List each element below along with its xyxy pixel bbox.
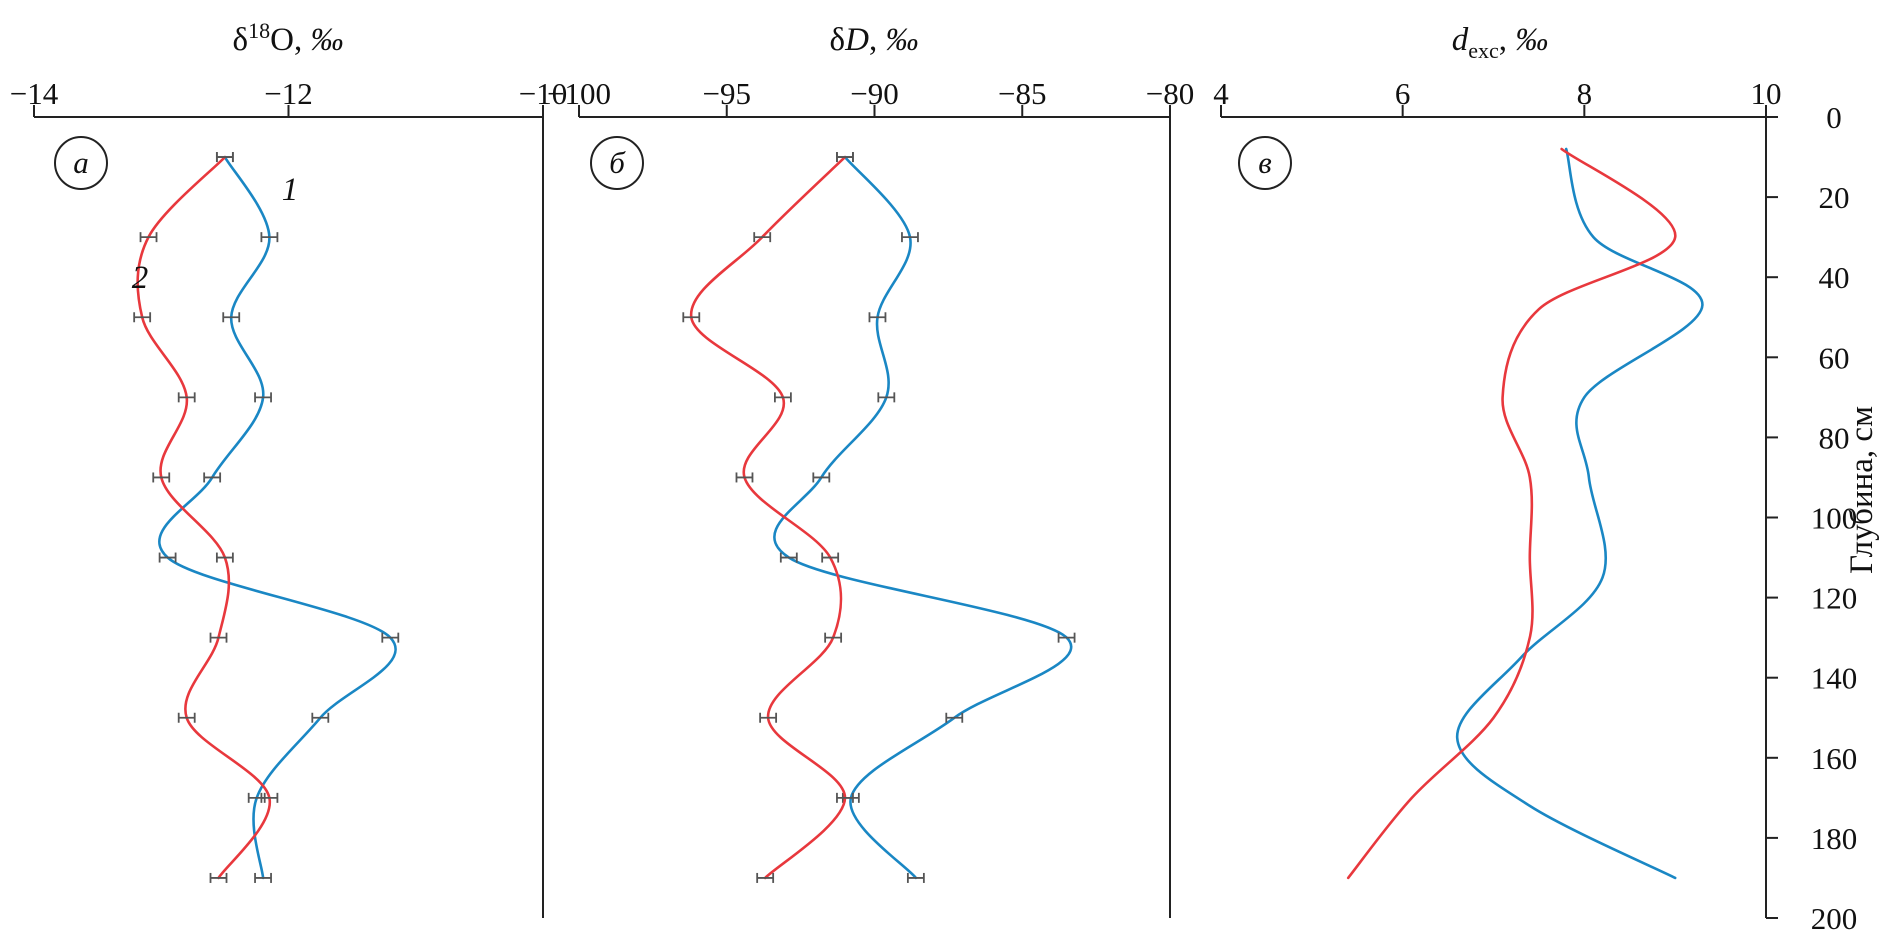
data-point — [735, 472, 754, 483]
x-axis-title: dexc, ‰ — [1452, 22, 1549, 63]
x-tick-label: 4 — [1213, 76, 1229, 111]
data-point — [812, 472, 831, 483]
data-point — [139, 232, 158, 243]
x-tick-label: −100 — [547, 76, 611, 111]
y-tick-label: 140 — [1811, 661, 1858, 696]
x-axis-title-unit: ‰ — [885, 22, 918, 58]
x-axis-title-main: δ — [233, 22, 249, 58]
y-tick-label: 180 — [1811, 821, 1858, 856]
series-line-1 — [689, 155, 847, 880]
data-point — [836, 792, 854, 803]
x-tick-label: 6 — [1395, 76, 1411, 111]
data-point — [877, 392, 896, 403]
data-point — [381, 632, 400, 643]
series-line-0 — [158, 155, 397, 880]
panel-a: −14 −12 −10 δ18O, ‰ а 1 2 — [10, 18, 567, 918]
data-point — [260, 232, 279, 243]
x-axis-title-sub: exc — [1468, 38, 1499, 63]
data-point — [203, 472, 222, 483]
x-axis-title-sup: 18 — [248, 18, 270, 43]
panel-b: −100 −95 −90 −85 −80 δD, ‰ б — [547, 22, 1194, 918]
data-point — [254, 392, 272, 403]
data-point — [215, 152, 234, 163]
y-tick-label: 160 — [1811, 741, 1858, 776]
data-point — [759, 712, 778, 723]
y-tick-label: 20 — [1819, 180, 1850, 215]
x-axis-title-italic: D — [844, 22, 869, 58]
series-line-0 — [773, 155, 1073, 880]
data-point — [773, 392, 792, 403]
data-point — [753, 232, 772, 243]
data-point — [868, 312, 887, 323]
data-point — [215, 552, 234, 563]
data-point — [152, 472, 171, 483]
panel-letter: а — [73, 145, 89, 180]
data-point — [158, 552, 177, 563]
data-point — [254, 872, 272, 883]
x-tick-label: −90 — [850, 76, 898, 111]
x-tick-label: −85 — [998, 76, 1046, 111]
x-tick-label: −12 — [264, 76, 312, 111]
x-tick-label: 8 — [1577, 76, 1593, 111]
x-tick-label: 10 — [1751, 76, 1782, 111]
x-axis-title: δ18O, ‰ — [233, 18, 344, 58]
y-tick-label: 80 — [1819, 420, 1850, 455]
y-tick-label: 120 — [1811, 581, 1858, 616]
data-point — [1057, 632, 1076, 643]
series-line-1 — [1346, 147, 1677, 880]
data-point — [222, 312, 241, 323]
panel-letter-circle — [54, 136, 108, 190]
panel-letter: в — [1258, 145, 1271, 180]
panel-letter-circle — [590, 136, 644, 190]
x-tick-label: −80 — [1146, 76, 1194, 111]
x-tick-label: −95 — [703, 76, 751, 111]
data-point — [311, 712, 330, 723]
panel-letter: б — [609, 145, 626, 180]
data-point — [779, 552, 798, 563]
y-tick-label: 200 — [1811, 901, 1858, 936]
y-tick-label: 40 — [1819, 260, 1850, 295]
data-point — [133, 312, 152, 323]
x-axis-title: δD, ‰ — [830, 22, 919, 58]
data-point — [260, 792, 279, 803]
x-axis-title-italic: d — [1452, 22, 1469, 58]
x-axis-title-rest: , — [869, 22, 886, 58]
data-point — [901, 232, 919, 243]
data-point — [821, 552, 840, 563]
y-tick-label: 60 — [1819, 340, 1850, 375]
panel-letter-circle — [1238, 136, 1292, 190]
x-axis-title-rest: , — [1499, 22, 1516, 58]
y-axis-title: Глубина, см — [1844, 406, 1880, 574]
x-tick-label: −14 — [10, 76, 59, 111]
data-point — [209, 632, 228, 643]
series-line-0 — [1455, 147, 1704, 880]
series-tag-2: 2 — [132, 260, 149, 296]
data-point — [945, 712, 964, 723]
x-axis-title-main: δ — [830, 22, 846, 58]
data-point — [836, 152, 854, 163]
data-point — [682, 312, 701, 323]
data-point — [906, 872, 925, 883]
x-axis-title-unit: ‰ — [1515, 22, 1548, 58]
series-tag-1: 1 — [282, 172, 299, 208]
data-point — [177, 712, 196, 723]
panel-v: 4 6 8 10 dexc, ‰ в 0 20 40 60 80 100 120 140 160 180 200… — [1213, 22, 1880, 936]
data-point — [209, 872, 228, 883]
data-point — [177, 392, 196, 403]
x-axis-title-rest: O, — [270, 22, 310, 58]
series-line-1 — [136, 155, 271, 880]
x-axis-title-unit: ‰ — [310, 22, 343, 58]
data-point — [824, 632, 843, 643]
y-tick-label: 100 — [1811, 501, 1858, 536]
x-tick-label: −10 — [519, 76, 567, 111]
y-tick-label: 0 — [1826, 100, 1842, 135]
data-point — [756, 872, 775, 883]
